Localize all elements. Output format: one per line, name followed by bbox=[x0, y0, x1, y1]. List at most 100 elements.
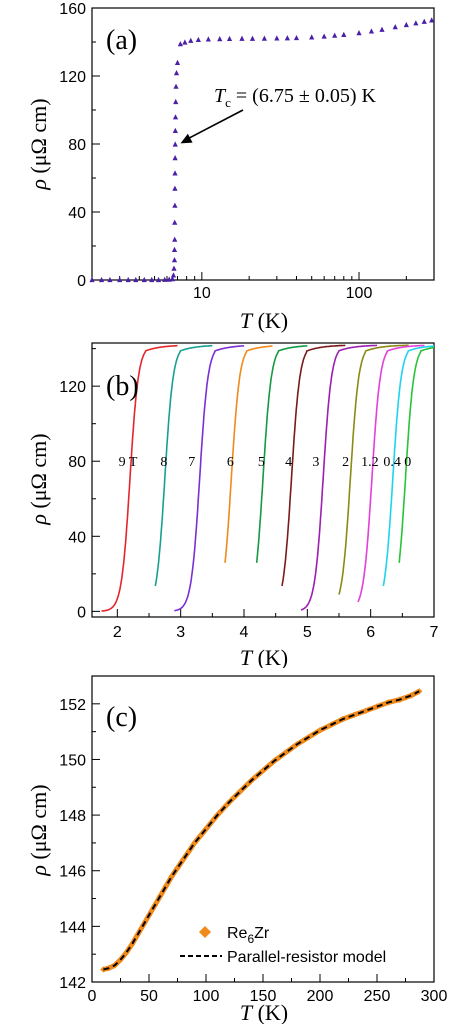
b-x-tick-label: 5 bbox=[303, 624, 312, 641]
a-data-point bbox=[171, 265, 177, 271]
a-data-point bbox=[172, 141, 178, 147]
c-y-tick-label: 142 bbox=[59, 975, 86, 992]
a-data-point bbox=[117, 276, 123, 283]
a-data-point bbox=[379, 26, 385, 32]
c-model-line bbox=[103, 690, 420, 971]
b-x-tick-label: 4 bbox=[240, 624, 249, 641]
a-data-point bbox=[172, 236, 178, 242]
b-x-tick-label: 2 bbox=[113, 624, 122, 641]
a-data-point bbox=[403, 21, 409, 28]
b-curve-label: 5 bbox=[258, 455, 265, 470]
c-y-tick-label: 150 bbox=[59, 752, 86, 769]
a-data-point bbox=[226, 35, 233, 42]
b-y-tick-label: 40 bbox=[68, 529, 86, 546]
b-curve-label: 6 bbox=[227, 455, 234, 470]
a-plot-frame bbox=[91, 7, 435, 281]
a-data-point bbox=[172, 155, 178, 161]
a-data-point bbox=[321, 33, 327, 39]
b-curve-label: 3 bbox=[312, 455, 319, 470]
c-legend-label-data: Re6Zr bbox=[227, 925, 270, 946]
c-y-tick-label: 144 bbox=[59, 919, 86, 936]
b-series-line bbox=[255, 345, 308, 563]
b-series-line bbox=[224, 345, 273, 563]
a-y-tick-label: 160 bbox=[59, 1, 86, 18]
a-data-point bbox=[284, 35, 290, 41]
b-curve-label: 9 T bbox=[119, 455, 138, 470]
a-data-point bbox=[172, 170, 178, 176]
a-data-point bbox=[274, 35, 280, 41]
chart-panel-a: 10 100 0 40 80 120 160 (a) Tc = (6.75 ± 0.05) K T… bbox=[26, 1, 435, 333]
a-arrow-shaft bbox=[186, 109, 244, 141]
b-series-line bbox=[154, 344, 213, 587]
a-data-point bbox=[249, 35, 256, 41]
a-arrow-head bbox=[180, 133, 193, 144]
a-data-point bbox=[98, 276, 105, 283]
a-data-point bbox=[429, 17, 435, 23]
a-data-point bbox=[107, 276, 113, 283]
a-tc-annotation: Tc = (6.75 ± 0.05) K bbox=[214, 85, 376, 110]
a-data-point bbox=[239, 35, 245, 41]
a-data-point bbox=[421, 18, 427, 24]
c-x-tick-label: 250 bbox=[364, 988, 391, 1005]
a-data-point bbox=[392, 24, 398, 30]
b-series-line bbox=[382, 345, 434, 587]
a-data-point bbox=[332, 32, 338, 38]
a-data-point bbox=[172, 202, 178, 208]
c-y-axis-title: ρ (μΩ cm) bbox=[26, 784, 51, 876]
chart-panel-c: 0 50 100 150 200 250 300 142 144 146 148 150 152 (c) R… bbox=[26, 675, 448, 1024]
a-data-point bbox=[172, 185, 178, 191]
a-data-point bbox=[172, 114, 179, 120]
b-x-axis-title: T (K) bbox=[240, 645, 288, 668]
b-curve-label: 1.2 bbox=[361, 455, 379, 470]
a-data-point bbox=[195, 36, 201, 43]
b-x-tick-label: 6 bbox=[366, 624, 375, 641]
c-x-tick-label: 300 bbox=[421, 988, 448, 1005]
c-x-tick-label: 50 bbox=[140, 988, 158, 1005]
a-data-point bbox=[173, 70, 180, 76]
a-y-tick-label: 120 bbox=[59, 69, 86, 86]
a-data-point bbox=[173, 83, 179, 89]
b-panel-label: (b) bbox=[106, 371, 139, 402]
a-data-point bbox=[368, 28, 375, 34]
c-legend-label-model: Parallel-resistor model bbox=[227, 949, 386, 966]
c-y-tick-label: 148 bbox=[59, 808, 86, 825]
a-x-tick-label: 100 bbox=[346, 285, 373, 302]
b-curve-label: 2 bbox=[342, 455, 349, 470]
c-y-tick-label: 146 bbox=[59, 864, 86, 881]
b-series-line bbox=[357, 344, 425, 603]
a-data-point bbox=[174, 59, 181, 65]
b-y-tick-label: 0 bbox=[77, 604, 86, 621]
c-y-tick-label: 152 bbox=[59, 697, 86, 714]
b-series-line bbox=[398, 346, 434, 563]
a-data-point bbox=[356, 30, 362, 36]
b-y-tick-label: 120 bbox=[59, 379, 86, 396]
a-data-point bbox=[171, 257, 178, 263]
b-curve-label: 8 bbox=[160, 455, 167, 470]
a-data-point bbox=[182, 39, 188, 45]
b-curve-label: 7 bbox=[188, 455, 195, 470]
a-y-tick-label: 40 bbox=[68, 205, 86, 222]
b-x-tick-label: 3 bbox=[176, 624, 185, 641]
a-y-axis-title: ρ (μΩ cm) bbox=[26, 98, 51, 190]
b-curve-label: 0.4 bbox=[383, 455, 401, 470]
caption-strip bbox=[0, 1024, 474, 1035]
b-curve-label: 4 bbox=[285, 455, 292, 470]
a-data-point bbox=[309, 34, 315, 40]
a-data-point bbox=[125, 276, 131, 283]
a-data-point bbox=[261, 35, 267, 41]
a-data-point bbox=[413, 20, 419, 26]
b-plot-frame bbox=[91, 342, 435, 618]
a-data-point bbox=[172, 219, 178, 225]
a-data-point bbox=[205, 36, 211, 42]
a-data-point bbox=[172, 127, 178, 133]
b-series-line bbox=[281, 344, 346, 587]
c-x-tick-label: 0 bbox=[88, 988, 97, 1005]
c-legend-marker-data bbox=[199, 926, 211, 938]
a-data-point bbox=[171, 246, 178, 252]
a-data-point bbox=[155, 276, 162, 283]
a-x-tick-label: 10 bbox=[193, 285, 211, 302]
c-panel-label: (c) bbox=[106, 702, 137, 733]
a-data-point bbox=[162, 276, 168, 282]
a-data-point bbox=[293, 34, 300, 41]
